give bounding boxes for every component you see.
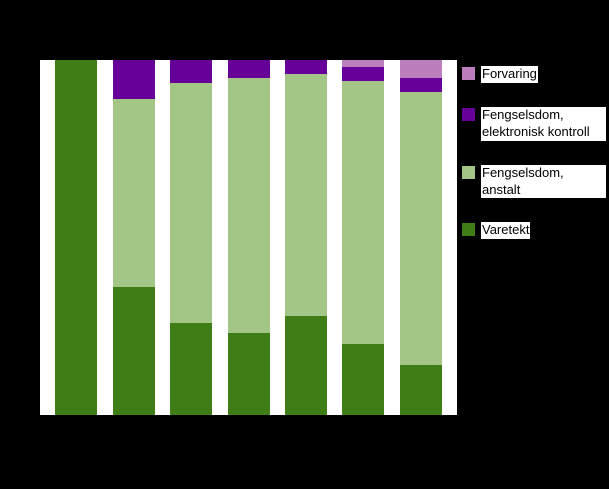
bar-segment-fengselsdom-elektronisk-kontroll (342, 67, 385, 82)
bar-segment-varetekt (399, 365, 442, 415)
legend-label: Fengselsdom, anstalt (481, 164, 606, 199)
bar-segment-fengselsdom-anstalt (342, 81, 385, 344)
legend-swatch-icon (462, 67, 475, 80)
bar-segment-fengselsdom-anstalt (112, 99, 155, 288)
bar-segment-fengselsdom-anstalt (170, 83, 213, 323)
bar-segment-fengselsdom-anstalt (399, 91, 442, 366)
legend-item: Forvaring (462, 66, 606, 83)
legend-label: Fengselsdom, elektronisk kontroll (481, 106, 606, 141)
bar-segment-forvaring (342, 60, 385, 68)
legend-item: Varetekt (462, 222, 606, 240)
bar-segment-fengselsdom-elektronisk-kontroll (284, 60, 327, 75)
bar-segment-varetekt (227, 333, 270, 415)
legend-swatch-icon (462, 165, 475, 179)
bar-segment-fengselsdom-anstalt (227, 77, 270, 334)
stacked-bar (55, 60, 98, 415)
bar-segment-fengselsdom-elektronisk-kontroll (112, 60, 155, 100)
bar-segment-forvaring (399, 60, 442, 78)
bar-segment-varetekt (170, 322, 213, 415)
legend-item: Fengselsdom, elektronisk kontroll (462, 106, 606, 141)
bar-segment-fengselsdom-elektronisk-kontroll (170, 60, 213, 84)
stacked-bar (342, 60, 385, 415)
legend-label: Varetekt (481, 222, 531, 240)
bar-segment-varetekt (342, 344, 385, 415)
legend-item: Fengselsdom, anstalt (462, 164, 606, 199)
stacked-bar (284, 60, 327, 415)
bar-segment-varetekt (284, 315, 327, 415)
bar-segment-varetekt (55, 60, 98, 415)
stacked-bar (112, 60, 155, 415)
bar-segment-fengselsdom-elektronisk-kontroll (399, 77, 442, 92)
stacked-bar (227, 60, 270, 415)
legend-swatch-icon (462, 223, 475, 237)
stacked-bar (399, 60, 442, 415)
bar-segment-varetekt (112, 287, 155, 415)
legend-label: Forvaring (481, 66, 538, 83)
legend: Forvaring Fengselsdom, elektronisk kontro… (462, 66, 606, 240)
plot-area (40, 60, 457, 415)
bar-segment-fengselsdom-elektronisk-kontroll (227, 60, 270, 78)
legend-swatch-icon (462, 107, 475, 121)
bar-segment-fengselsdom-anstalt (284, 74, 327, 316)
stacked-bar (170, 60, 213, 415)
